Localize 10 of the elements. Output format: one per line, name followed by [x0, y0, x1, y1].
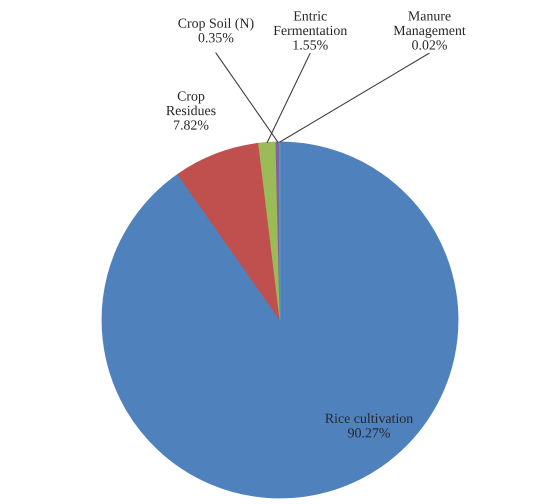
data-label: 0.02%	[412, 40, 447, 50]
data-label: 7.82%	[174, 120, 208, 130]
data-label: 0.35%	[198, 33, 234, 42]
slice-label: Manure Management	[394, 11, 466, 38]
slice-label: Rice cultivation	[325, 413, 413, 424]
data-label: 90.27%	[348, 428, 390, 438]
slice-label: Crop Soil (N)	[178, 18, 254, 31]
data-label: 1.55%	[294, 40, 328, 50]
slice-label: Entric Fermentation	[274, 11, 348, 36]
slice-label: Crop Residues	[166, 91, 216, 116]
